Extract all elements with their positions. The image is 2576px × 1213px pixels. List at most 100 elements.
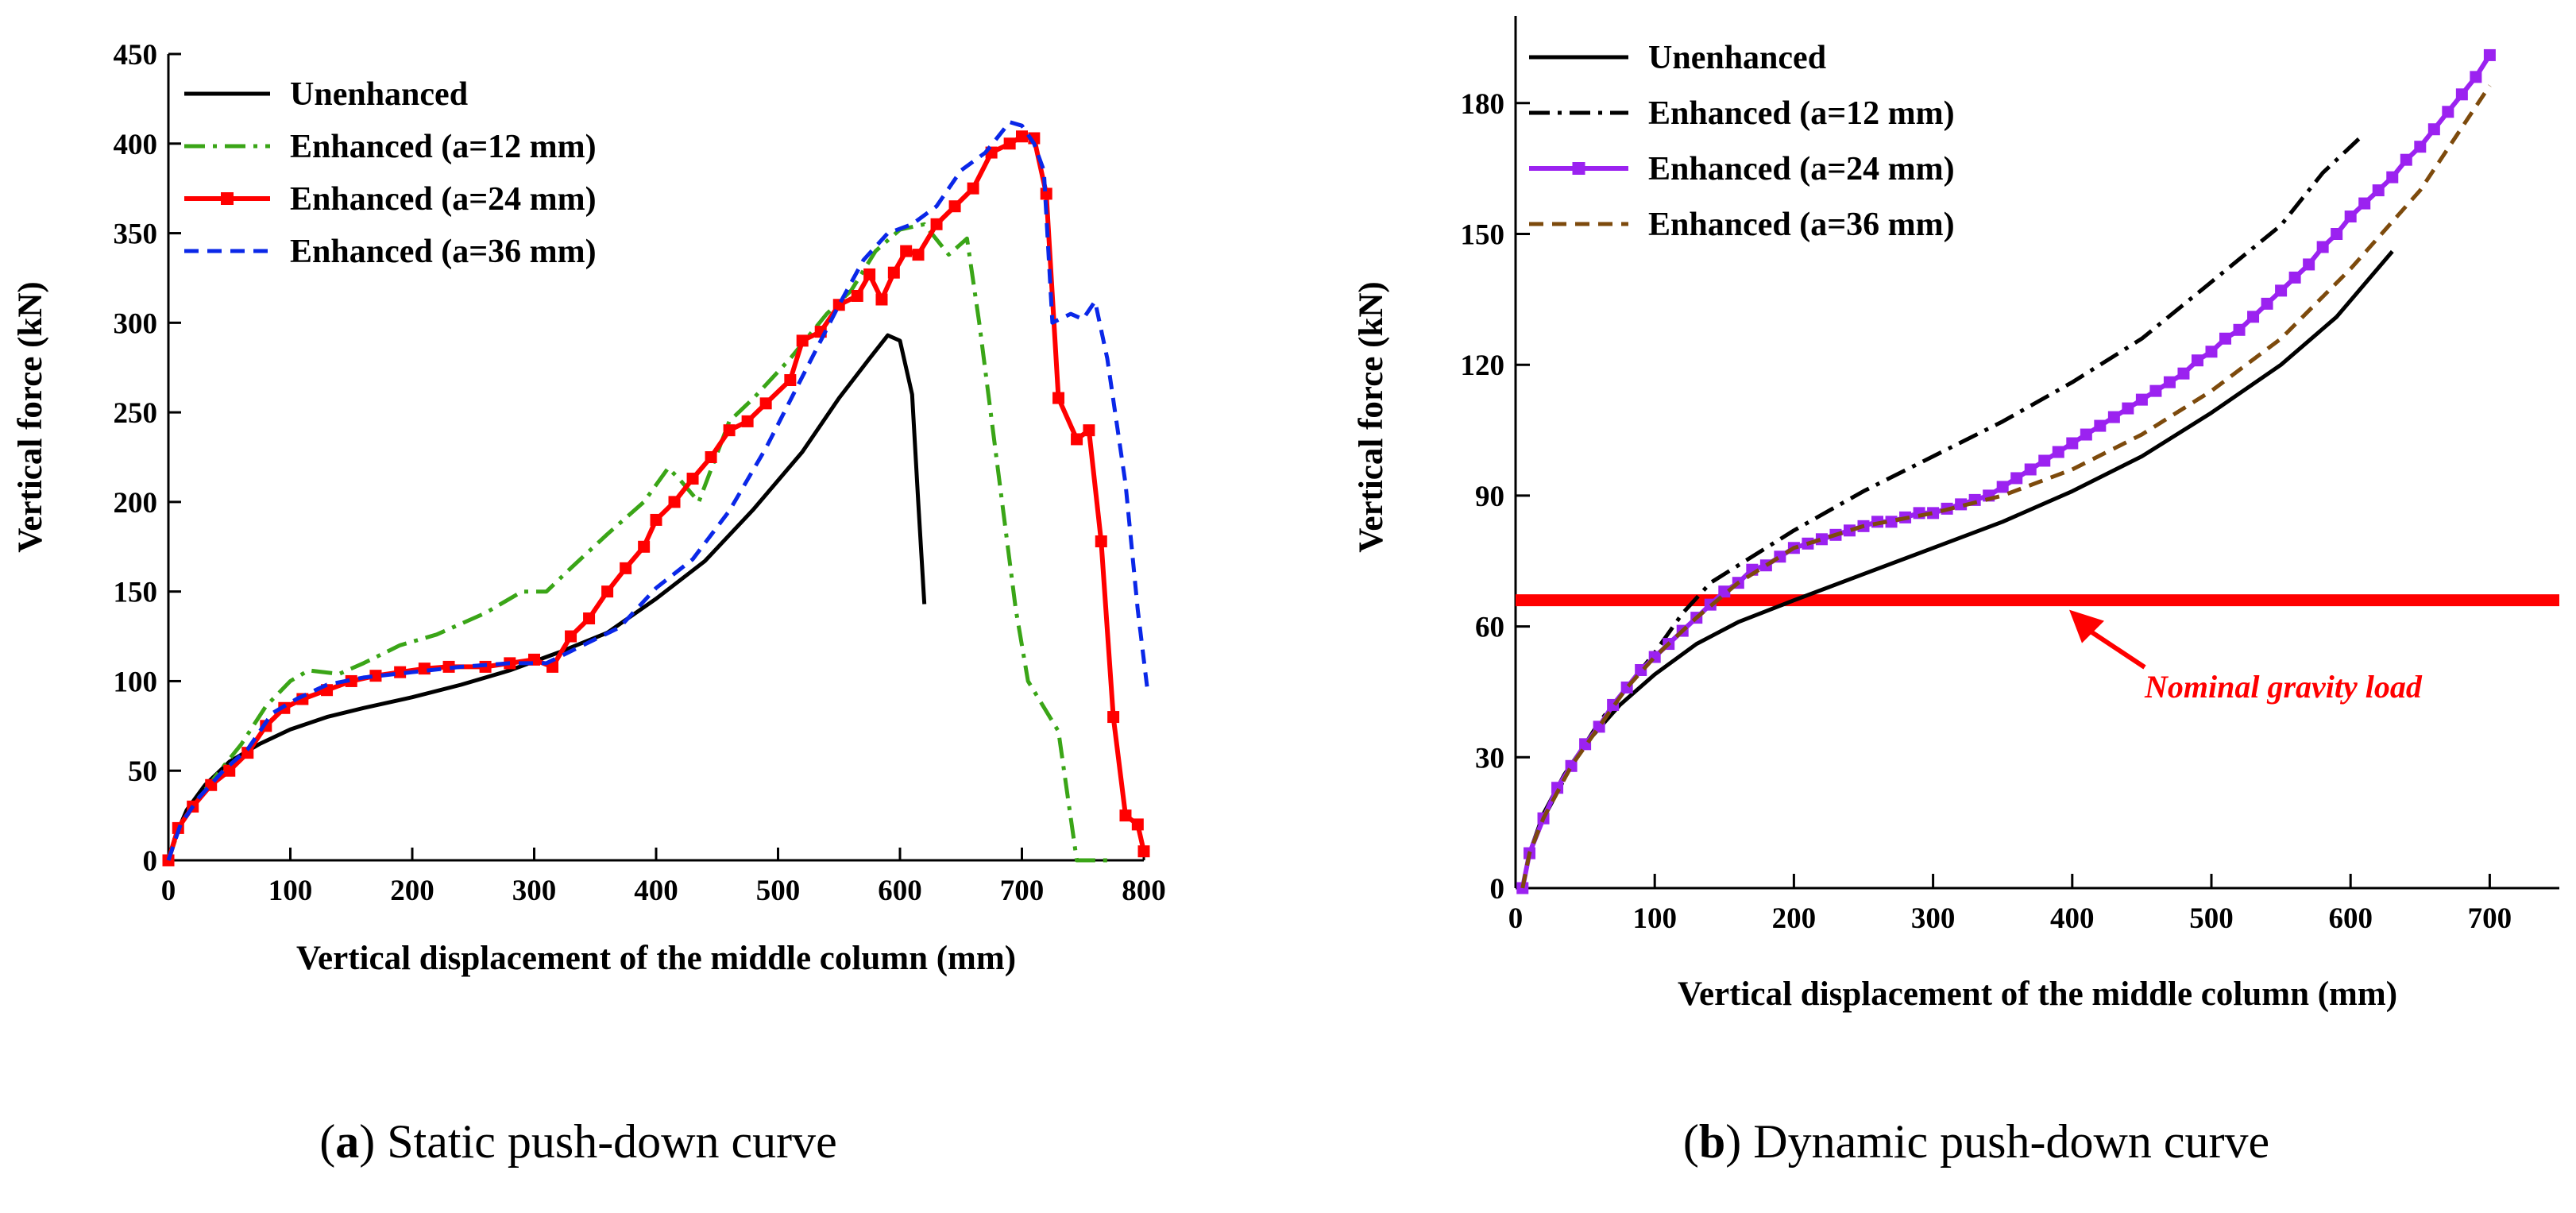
data-point-marker bbox=[1071, 433, 1083, 446]
data-point-marker bbox=[1996, 481, 2009, 493]
data-point-marker bbox=[2094, 419, 2107, 432]
legend-entry-label: Enhanced (a=12 mm) bbox=[290, 129, 597, 165]
legend: Unenhanced Enhanced (a=12 mm) Enhanced (a=… bbox=[1529, 40, 1955, 243]
x-tick-label: 300 bbox=[1911, 902, 1956, 935]
legend-entry-label: Enhanced (a=24 mm) bbox=[290, 181, 597, 218]
data-point-marker bbox=[851, 290, 863, 302]
y-tick-label: 400 bbox=[114, 129, 158, 161]
y-tick-label: 150 bbox=[114, 577, 158, 609]
y-tick-label: 450 bbox=[114, 39, 158, 71]
data-point-marker bbox=[2233, 323, 2246, 336]
series-line-enhanced-a-36-mm bbox=[1520, 84, 2492, 889]
annotation-arrow-shaft bbox=[2085, 627, 2146, 670]
x-tick-label: 700 bbox=[1000, 875, 1045, 907]
data-point-marker bbox=[2414, 141, 2427, 153]
data-point-marker bbox=[2205, 346, 2218, 358]
data-point-marker bbox=[948, 200, 961, 213]
data-point-marker bbox=[741, 415, 754, 427]
legend-entry-label: Enhanced (a=36 mm) bbox=[1648, 207, 1955, 243]
series-line-unenhanced bbox=[166, 333, 927, 861]
data-point-marker bbox=[1927, 507, 1940, 520]
data-point-marker bbox=[2149, 384, 2162, 397]
legend-marker bbox=[1572, 162, 1585, 175]
y-tick-label: 180 bbox=[1461, 88, 1505, 121]
data-point-marker bbox=[2122, 402, 2134, 415]
data-point-marker bbox=[2191, 354, 2203, 367]
data-point-marker bbox=[967, 182, 979, 195]
legend-entry-label: Enhanced (a=36 mm) bbox=[290, 234, 597, 270]
data-point-marker bbox=[2275, 284, 2288, 297]
data-point-marker bbox=[2010, 472, 2023, 485]
x-tick-label: 200 bbox=[1772, 902, 1817, 935]
y-axis-title: Vertical force (kN) bbox=[1353, 281, 1390, 552]
data-point-marker bbox=[1885, 516, 1898, 528]
y-tick-label: 250 bbox=[114, 397, 158, 430]
data-point-marker bbox=[2288, 271, 2301, 284]
series-unenhanced bbox=[1520, 249, 2394, 889]
x-tick-label: 300 bbox=[512, 875, 557, 907]
x-tick-label: 500 bbox=[2189, 902, 2234, 935]
y-tick-label: 120 bbox=[1461, 350, 1505, 382]
data-point-marker bbox=[887, 266, 900, 279]
data-point-marker bbox=[2400, 153, 2412, 166]
y-tick-label: 350 bbox=[114, 218, 158, 251]
panel-caption-text: Static push-down curve bbox=[387, 1115, 837, 1168]
data-point-marker bbox=[2066, 437, 2079, 450]
x-tick-label: 600 bbox=[878, 875, 922, 907]
data-point-marker bbox=[2316, 241, 2329, 253]
panel-caption: (a) Static push-down curve bbox=[319, 1115, 837, 1168]
data-point-marker bbox=[668, 496, 681, 508]
panel-caption: (b) Dynamic push-down curve bbox=[1683, 1115, 2269, 1168]
y-tick-label: 200 bbox=[114, 487, 158, 520]
series-enhanced-a-36-mm bbox=[166, 120, 1150, 861]
data-point-marker bbox=[2344, 211, 2357, 223]
panel-caption-text: Dynamic push-down curve bbox=[1753, 1115, 2269, 1168]
data-point-marker bbox=[1119, 809, 1132, 822]
data-point-marker bbox=[2358, 197, 2371, 210]
legend-marker bbox=[221, 192, 234, 205]
data-point-marker bbox=[2024, 463, 2037, 476]
legend-entry-label: Enhanced (a=12 mm) bbox=[1648, 95, 1955, 132]
y-tick-label: 100 bbox=[114, 666, 158, 698]
data-point-marker bbox=[705, 451, 717, 463]
data-point-marker bbox=[2303, 258, 2315, 271]
data-point-marker bbox=[223, 764, 236, 777]
data-point-marker bbox=[900, 245, 913, 257]
data-point-marker bbox=[2107, 411, 2120, 423]
x-tick-label: 600 bbox=[2328, 902, 2373, 935]
data-point-marker bbox=[2483, 48, 2496, 61]
x-axis-title: Vertical displacement of the middle colu… bbox=[296, 940, 1016, 977]
data-point-marker bbox=[2261, 297, 2273, 310]
legend-entry-label: Unenhanced bbox=[290, 76, 468, 113]
data-point-marker bbox=[723, 424, 736, 437]
series-line-unenhanced bbox=[1520, 249, 2394, 889]
series-line-enhanced-a-36-mm bbox=[166, 120, 1150, 861]
x-tick-label: 700 bbox=[2468, 902, 2512, 935]
data-point-marker bbox=[1131, 818, 1144, 831]
data-point-marker bbox=[620, 562, 632, 574]
panel-letter: b bbox=[1699, 1115, 1725, 1168]
data-point-marker bbox=[2372, 184, 2385, 197]
annotation-arrowhead bbox=[2069, 609, 2104, 643]
y-axis-title: Vertical force (kN) bbox=[12, 281, 49, 552]
x-tick-label: 100 bbox=[268, 875, 313, 907]
x-tick-label: 200 bbox=[390, 875, 434, 907]
data-point-marker bbox=[1016, 130, 1028, 143]
data-point-marker bbox=[1516, 882, 1529, 894]
data-point-marker bbox=[583, 612, 596, 624]
x-tick-label: 400 bbox=[2050, 902, 2095, 935]
data-point-marker bbox=[912, 249, 925, 261]
data-point-marker bbox=[2247, 311, 2260, 323]
y-tick-label: 0 bbox=[143, 845, 158, 878]
data-point-marker bbox=[2455, 88, 2468, 101]
x-tick-label: 800 bbox=[1122, 875, 1166, 907]
data-point-marker bbox=[796, 334, 809, 347]
data-point-marker bbox=[1052, 392, 1065, 404]
data-point-marker bbox=[1107, 711, 1120, 724]
data-point-marker bbox=[686, 473, 699, 485]
data-point-marker bbox=[1095, 535, 1107, 548]
y-tick-label: 300 bbox=[114, 307, 158, 340]
data-point-marker bbox=[1083, 424, 1095, 437]
legend: Unenhanced Enhanced (a=12 mm) Enhanced (a=… bbox=[184, 76, 597, 270]
